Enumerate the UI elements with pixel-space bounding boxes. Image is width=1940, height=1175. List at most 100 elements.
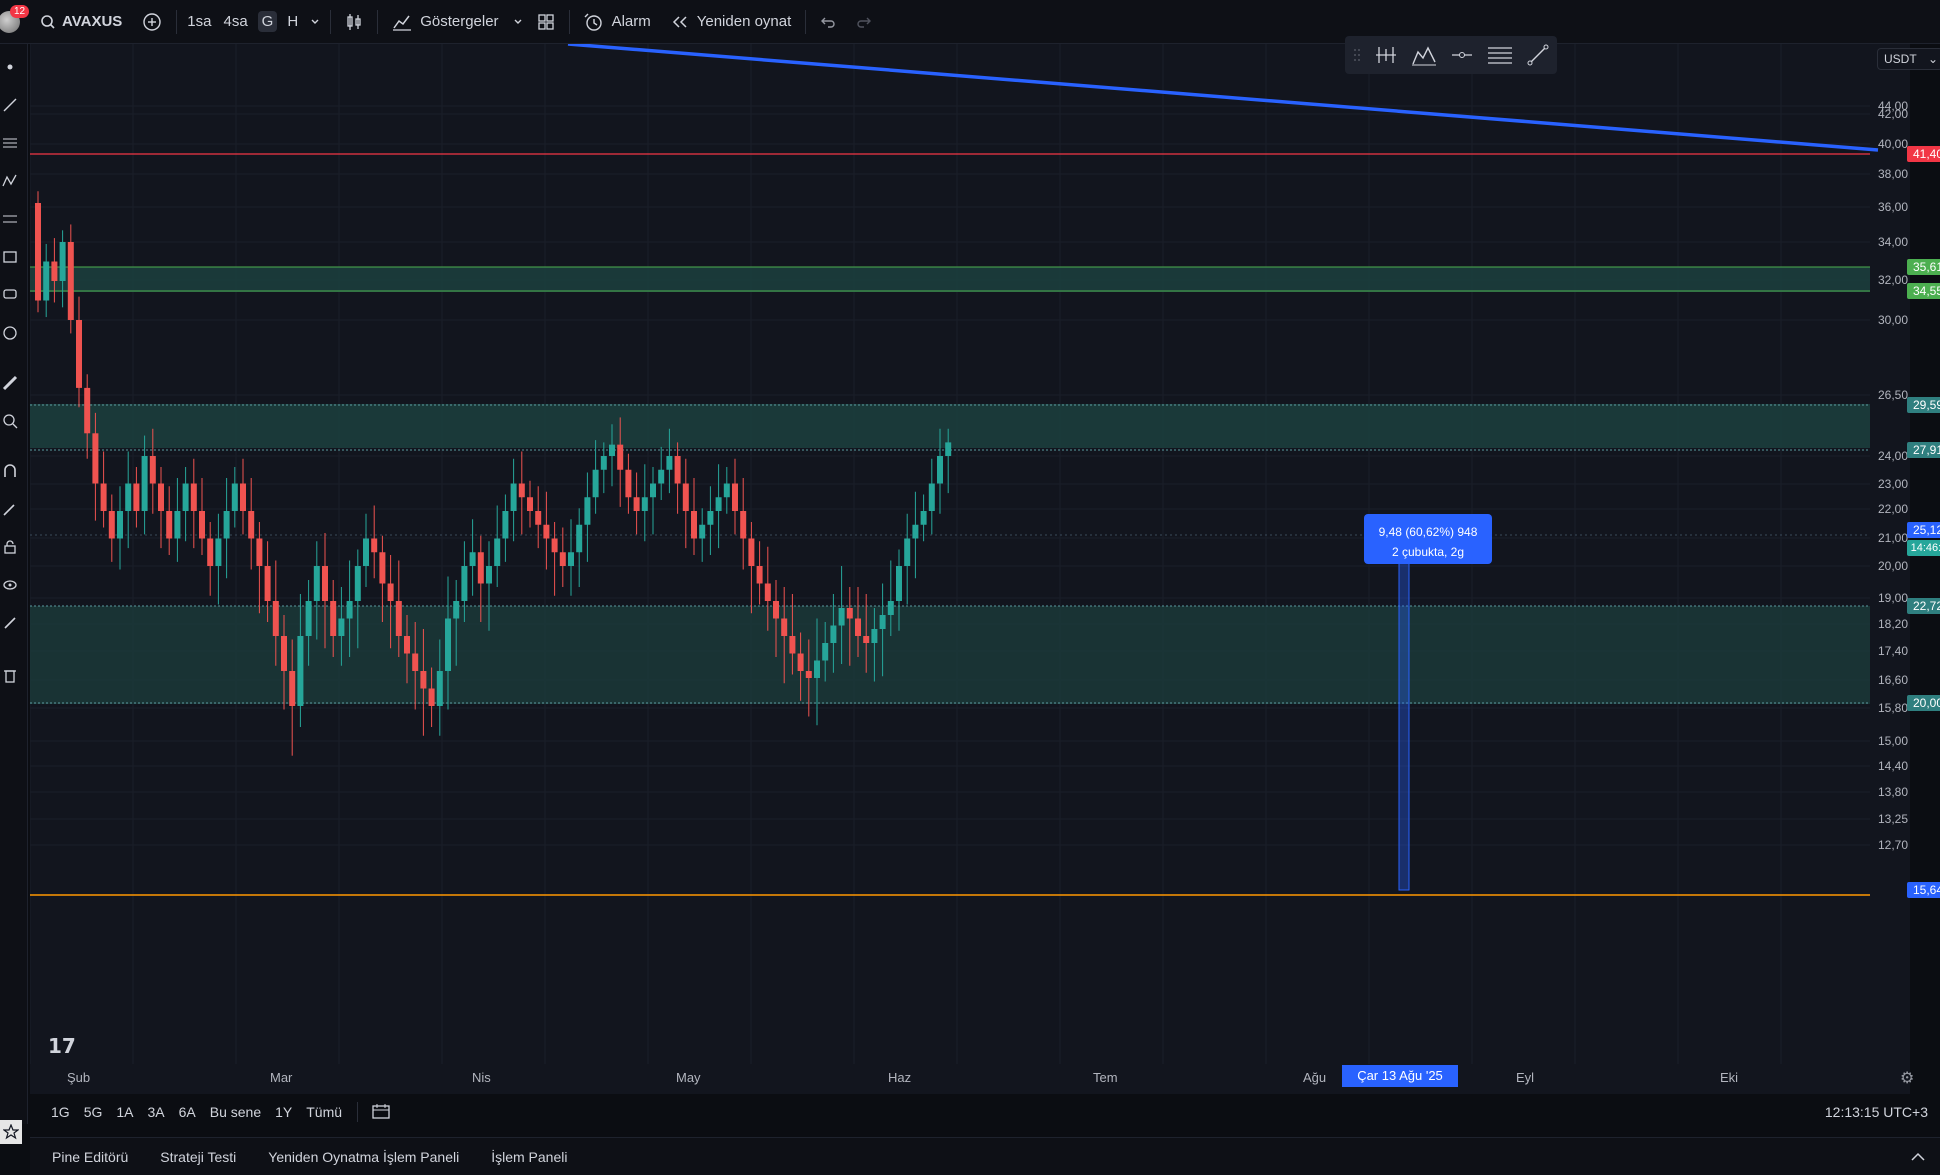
trend-line-icon[interactable] — [1527, 44, 1549, 66]
zoom-tool[interactable] — [0, 410, 20, 432]
candle-down — [158, 483, 164, 511]
redo-button[interactable] — [846, 0, 882, 44]
candle-up — [469, 552, 476, 566]
price-tick-label: 18,20 — [1878, 617, 1909, 631]
candle-up — [141, 456, 148, 511]
candle-down — [477, 552, 484, 584]
indicators-button[interactable]: Göstergeler — [382, 0, 508, 44]
delete-drawings-tool[interactable] — [0, 664, 20, 686]
favorites-tool[interactable] — [0, 1120, 22, 1144]
fib-tool[interactable] — [0, 132, 20, 154]
replay-button[interactable]: Yeniden oynat — [661, 0, 802, 44]
timeframe-1d[interactable]: G — [254, 0, 282, 44]
measure-change: 9,48 (60,62%) 948 — [1378, 525, 1478, 539]
layout-button[interactable] — [527, 0, 565, 44]
link-tool[interactable] — [0, 612, 20, 634]
cursor-tool[interactable] — [0, 56, 20, 78]
candle-up — [43, 261, 50, 301]
tab-strategy-tester[interactable]: Strateji Testi — [160, 1148, 237, 1165]
stay-drawing-tool[interactable] — [0, 498, 20, 520]
candle-down — [207, 538, 214, 566]
candle-up — [486, 566, 492, 584]
price-tick-label: 13,25 — [1878, 812, 1909, 826]
compare-symbol-button[interactable] — [132, 0, 172, 44]
lock-drawings-tool[interactable] — [0, 536, 20, 558]
long-position-icon[interactable] — [1375, 45, 1397, 65]
indicators-dropdown[interactable] — [509, 0, 527, 44]
range-1d[interactable]: 1G — [51, 1104, 70, 1120]
forecast-tool[interactable] — [0, 208, 20, 230]
lock-icon — [4, 540, 16, 554]
timeframe-1w[interactable]: H — [287, 13, 299, 30]
magnet-tool[interactable] — [0, 460, 20, 482]
settings-icon[interactable]: ⚙ — [1900, 1070, 1915, 1087]
candle-down — [773, 601, 779, 619]
measure-range — [1398, 533, 1410, 891]
horizontal-ray-icon[interactable] — [1451, 45, 1473, 65]
range-1m[interactable]: 1A — [116, 1104, 134, 1120]
emoji-tool[interactable] — [0, 322, 20, 344]
go-to-date-button[interactable] — [366, 1103, 396, 1122]
hide-drawings-tool[interactable] — [0, 574, 20, 596]
tab-trading-panel[interactable]: İşlem Paneli — [491, 1148, 568, 1165]
candle-down — [199, 511, 205, 539]
candle-down — [543, 524, 550, 539]
range-3m[interactable]: 3A — [147, 1104, 165, 1120]
candle-down — [76, 320, 82, 388]
trend-line-tool[interactable] — [0, 94, 20, 116]
tab-replay-trading-panel[interactable]: Yeniden Oynatma İşlem Paneli — [268, 1148, 460, 1165]
range-all[interactable]: Tümü — [306, 1104, 343, 1120]
trash-icon — [4, 670, 16, 683]
time-axis[interactable]: Şub Mar Nis May Haz Tem Ağu Eyl Eki — [30, 1064, 1910, 1090]
link-icon — [4, 617, 16, 629]
candle-down — [395, 601, 402, 636]
candle-down — [691, 511, 697, 539]
divider — [377, 9, 379, 34]
annotation-tool[interactable] — [0, 284, 20, 306]
candle-down — [748, 538, 755, 566]
chart-type-button[interactable] — [335, 0, 373, 44]
candle-up — [600, 456, 607, 470]
clock-timezone[interactable]: 12:13:15 UTC+3 — [1824, 1104, 1928, 1120]
range-5d[interactable]: 5G — [83, 1104, 103, 1120]
price-chart[interactable]: 44,00 42,00 40,00 38,00 36,00 34,00 32,00 30,00… — [30, 44, 1940, 1094]
alarm-icon — [584, 13, 602, 31]
candle-up — [363, 538, 369, 566]
user-avatar-button[interactable]: 12 — [0, 0, 30, 44]
candle-down — [92, 433, 99, 484]
price-tick-label: 21,00 — [1878, 531, 1909, 545]
ruler-tool[interactable] — [0, 372, 20, 394]
collapse-panel-button[interactable] — [1910, 1149, 1926, 1165]
alarm-button[interactable]: Alarm — [574, 0, 661, 44]
candle-down — [617, 444, 624, 470]
month-label: Eki — [1720, 1070, 1739, 1085]
tab-pine-editor[interactable]: Pine Editörü — [52, 1148, 129, 1165]
price-tick-label: 17,40 — [1878, 644, 1909, 658]
undo-button[interactable] — [810, 0, 846, 44]
range-1y[interactable]: 1Y — [275, 1104, 293, 1120]
divider — [805, 9, 807, 34]
candle-up — [937, 456, 943, 484]
timeframe-1h[interactable]: 1sa — [187, 13, 212, 30]
candle-down — [420, 671, 427, 689]
shape-tool[interactable] — [0, 246, 20, 268]
price-tick-label: 13,80 — [1878, 785, 1909, 799]
currency-select[interactable]: USDT ⌄ — [1877, 48, 1940, 70]
candle-down — [51, 261, 58, 281]
range-6m[interactable]: 6A — [178, 1104, 196, 1120]
parallel-channel-icon[interactable] — [1487, 44, 1513, 66]
comment-icon — [3, 289, 17, 299]
layout-icon — [537, 13, 554, 30]
divider — [176, 9, 178, 34]
symbol-search-button[interactable]: AVAXUS — [30, 0, 132, 44]
range-ytd[interactable]: Bu sene — [209, 1104, 262, 1120]
chart-canvas[interactable] — [30, 44, 1910, 1094]
volume-profile-icon[interactable] — [1411, 44, 1437, 66]
drag-handle-icon[interactable] — [1353, 47, 1361, 63]
timeframe-4h[interactable]: 4sa — [223, 13, 248, 30]
price-tick-label: 26,50 — [1878, 388, 1909, 402]
timeframe-dropdown[interactable] — [304, 0, 326, 44]
price-tick-label: 15,80 — [1878, 701, 1909, 715]
pattern-tool[interactable] — [0, 170, 20, 192]
price-tick-label: 42,00 — [1878, 107, 1909, 121]
